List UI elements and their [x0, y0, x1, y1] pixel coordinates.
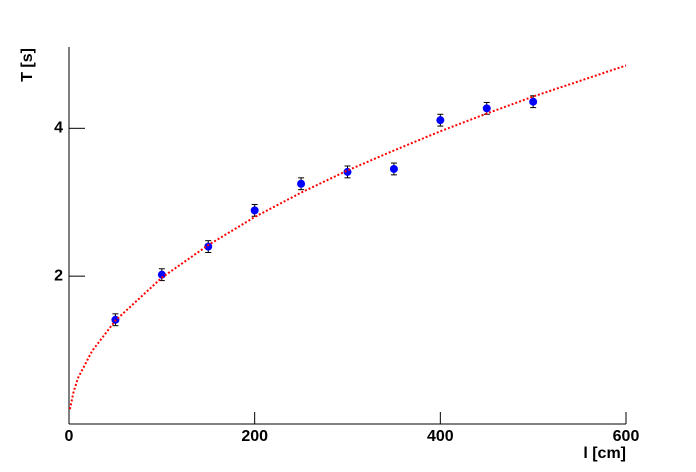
x-tick-label: 400 [427, 428, 454, 445]
x-tick-label: 600 [613, 428, 640, 445]
data-point [343, 167, 352, 176]
y-axis-label: T [s] [19, 48, 36, 82]
data-point [529, 97, 538, 106]
data-point [204, 242, 213, 251]
data-point [250, 206, 259, 215]
x-tick-label: 200 [241, 428, 268, 445]
y-tick-label: 4 [54, 120, 63, 137]
data-point [482, 104, 491, 113]
fit-curve [68, 64, 627, 410]
x-axis-label: l [cm] [583, 445, 626, 462]
data-point [157, 270, 166, 279]
x-tick-label: 0 [65, 428, 74, 445]
data-point [436, 116, 445, 125]
y-tick-label: 2 [54, 267, 63, 284]
data-point [297, 179, 306, 188]
data-point [389, 164, 398, 173]
